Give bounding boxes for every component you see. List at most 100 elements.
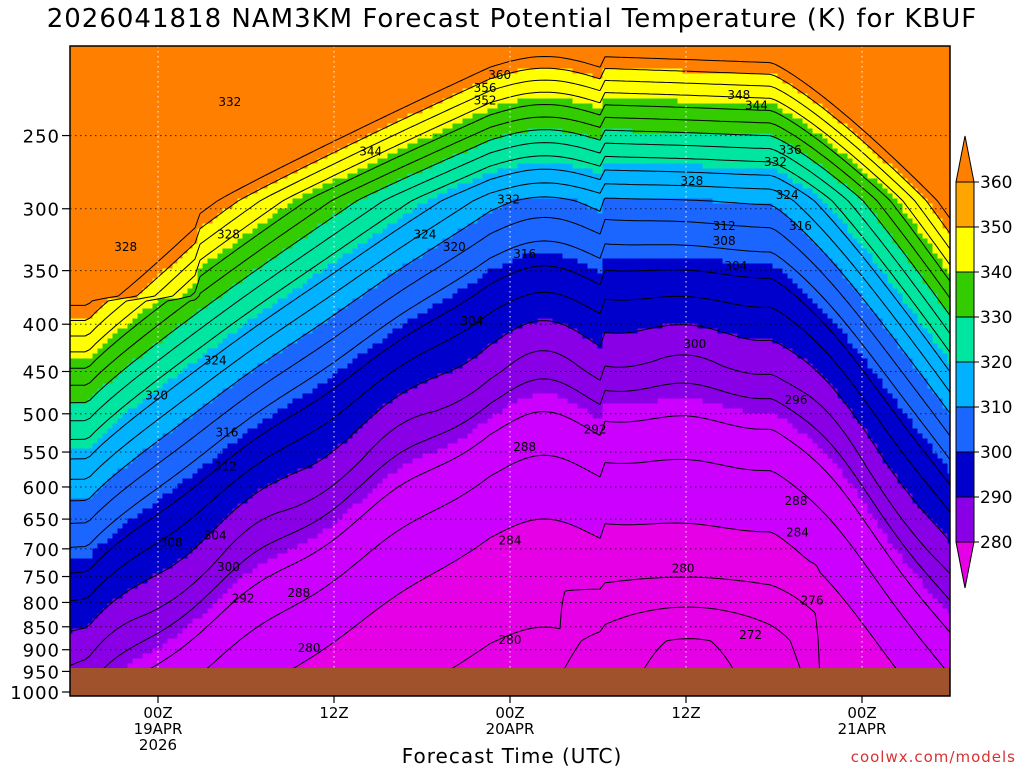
contour-fill-cell — [772, 338, 849, 345]
contour-fill-cell — [332, 213, 404, 220]
contour-fill-cell — [862, 498, 914, 505]
contour-fill-cell — [107, 298, 159, 305]
contour-fill-cell — [277, 408, 379, 415]
contour-fill-cell — [932, 288, 950, 295]
contour-fill-cell — [407, 173, 484, 180]
contour-fill-cell — [432, 103, 499, 110]
contour-label: 304 — [724, 259, 747, 273]
contour-fill-cell — [70, 168, 299, 175]
colorbar-label: 280 — [980, 533, 1012, 553]
contour-fill-cell — [922, 323, 950, 330]
contour-fill-cell — [472, 178, 794, 185]
contour-fill-cell — [70, 653, 144, 660]
contour-fill-cell — [70, 558, 179, 565]
contour-fill-cell — [422, 453, 829, 460]
contour-fill-cell — [70, 223, 204, 230]
contour-fill-cell — [267, 358, 354, 365]
contour-fill-cell — [70, 283, 149, 290]
contour-fill-cell — [342, 513, 874, 520]
contour-fill-cell — [907, 488, 950, 495]
contour-fill-cell — [917, 368, 950, 375]
contour-fill-cell — [352, 358, 469, 365]
contour-fill-cell — [70, 528, 119, 535]
contour-fill-cell — [70, 593, 124, 600]
contour-fill-cell — [70, 208, 224, 215]
contour-fill-cell — [427, 198, 514, 205]
contour-fill-cell — [212, 458, 319, 465]
contour-fill-cell — [467, 283, 799, 290]
contour-fill-cell — [862, 243, 899, 250]
contour-fill-cell — [892, 663, 950, 670]
contour-fill-cell — [497, 338, 594, 345]
contour-fill-cell — [932, 248, 950, 255]
contour-fill-cell — [432, 133, 504, 140]
colorbar-segment — [955, 451, 975, 498]
contour-fill-cell — [70, 613, 99, 620]
contour-fill-cell — [877, 518, 934, 525]
contour-fill-cell — [287, 548, 474, 555]
contour-fill-cell — [907, 413, 950, 420]
contour-fill-cell — [357, 168, 424, 175]
contour-fill-cell — [527, 128, 564, 135]
contour-fill-cell — [242, 233, 309, 240]
contour-fill-cell — [287, 293, 364, 300]
contour-fill-cell — [307, 538, 489, 545]
contour-fill-cell — [407, 113, 474, 120]
contour-fill-cell — [917, 223, 944, 230]
contour-fill-cell — [927, 283, 950, 290]
contour-fill-cell — [877, 313, 919, 320]
contour-fill-cell — [677, 98, 814, 105]
contour-fill-cell — [807, 123, 849, 130]
contour-fill-cell — [70, 588, 129, 595]
contour-fill-cell — [232, 383, 319, 390]
contour-fill-cell — [417, 138, 489, 145]
contour-fill-cell — [70, 578, 149, 585]
contour-fill-cell — [70, 573, 154, 580]
contour-fill-cell — [932, 333, 950, 340]
contour-fill-cell — [862, 423, 914, 430]
contour-fill-cell — [172, 428, 249, 435]
contour-fill-cell — [782, 108, 829, 115]
contour-fill-cell — [217, 393, 304, 400]
contour-fill-cell — [142, 508, 234, 515]
contour-fill-cell — [847, 153, 879, 160]
contour-fill-cell — [442, 238, 814, 245]
contour-fill-cell — [602, 523, 714, 530]
contour-fill-cell — [392, 398, 519, 405]
colorbar-segment — [955, 496, 975, 543]
contour-fill-cell — [327, 378, 429, 385]
contour-fill-cell — [70, 188, 259, 195]
contour-fill-cell — [462, 553, 804, 560]
contour-fill-cell — [907, 178, 950, 185]
contour-fill-cell — [492, 533, 599, 540]
contour-lines — [70, 56, 950, 696]
contour-label: 332 — [497, 192, 520, 206]
contour-fill-cell — [882, 268, 919, 275]
contour-fill-cell — [182, 628, 349, 635]
contour-fill-cell — [107, 478, 184, 485]
contour-fill-cell — [70, 173, 289, 180]
contour-fill-cell — [70, 153, 329, 160]
contour-label: 308 — [713, 234, 736, 248]
y-tick-label: 700 — [23, 540, 60, 561]
contour-fill-cell — [357, 243, 439, 250]
contour-fill-cell — [472, 83, 794, 90]
contour-fill-cell — [437, 448, 824, 455]
contour-label: 324 — [204, 354, 227, 368]
contour-fill-cell — [70, 158, 319, 165]
contour-fill-cell — [862, 353, 909, 360]
contour-fill-cell — [782, 138, 829, 145]
contour-fill-cell — [317, 458, 414, 465]
contour-fill-cell — [862, 298, 904, 305]
contour-fill-cell — [442, 298, 814, 305]
contour-fill-cell — [257, 363, 349, 370]
contour-fill-cell — [97, 438, 159, 445]
contour-fill-cell — [182, 368, 254, 375]
contour-fill-cell — [807, 233, 854, 240]
contour-label: 332 — [218, 95, 241, 109]
contour-fill-cell — [412, 208, 494, 215]
contour-line-356 — [70, 79, 950, 337]
contour-fill-cell — [487, 268, 599, 275]
contour-line-364 — [70, 56, 950, 306]
